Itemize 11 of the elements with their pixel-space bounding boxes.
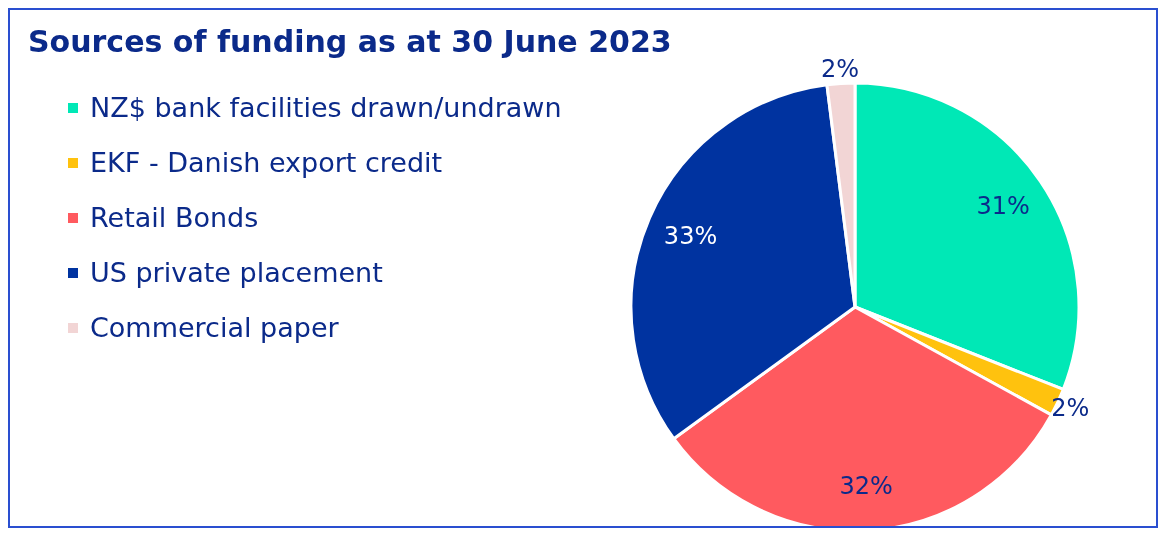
chart-title: Sources of funding as at 30 June 2023 bbox=[28, 24, 672, 59]
legend-label: Retail Bonds bbox=[90, 202, 259, 233]
data-label: 2% bbox=[1051, 394, 1090, 423]
data-label: 31% bbox=[976, 192, 1030, 221]
legend-label: EKF - Danish export credit bbox=[90, 147, 443, 178]
data-label: 2% bbox=[821, 55, 860, 84]
data-label: 32% bbox=[839, 471, 893, 500]
legend-label: US private placement bbox=[90, 257, 383, 288]
legend-label: Commercial paper bbox=[90, 312, 339, 343]
legend-label: NZ$ bank facilities drawn/undrawn bbox=[90, 92, 562, 123]
data-label: 33% bbox=[663, 221, 718, 250]
